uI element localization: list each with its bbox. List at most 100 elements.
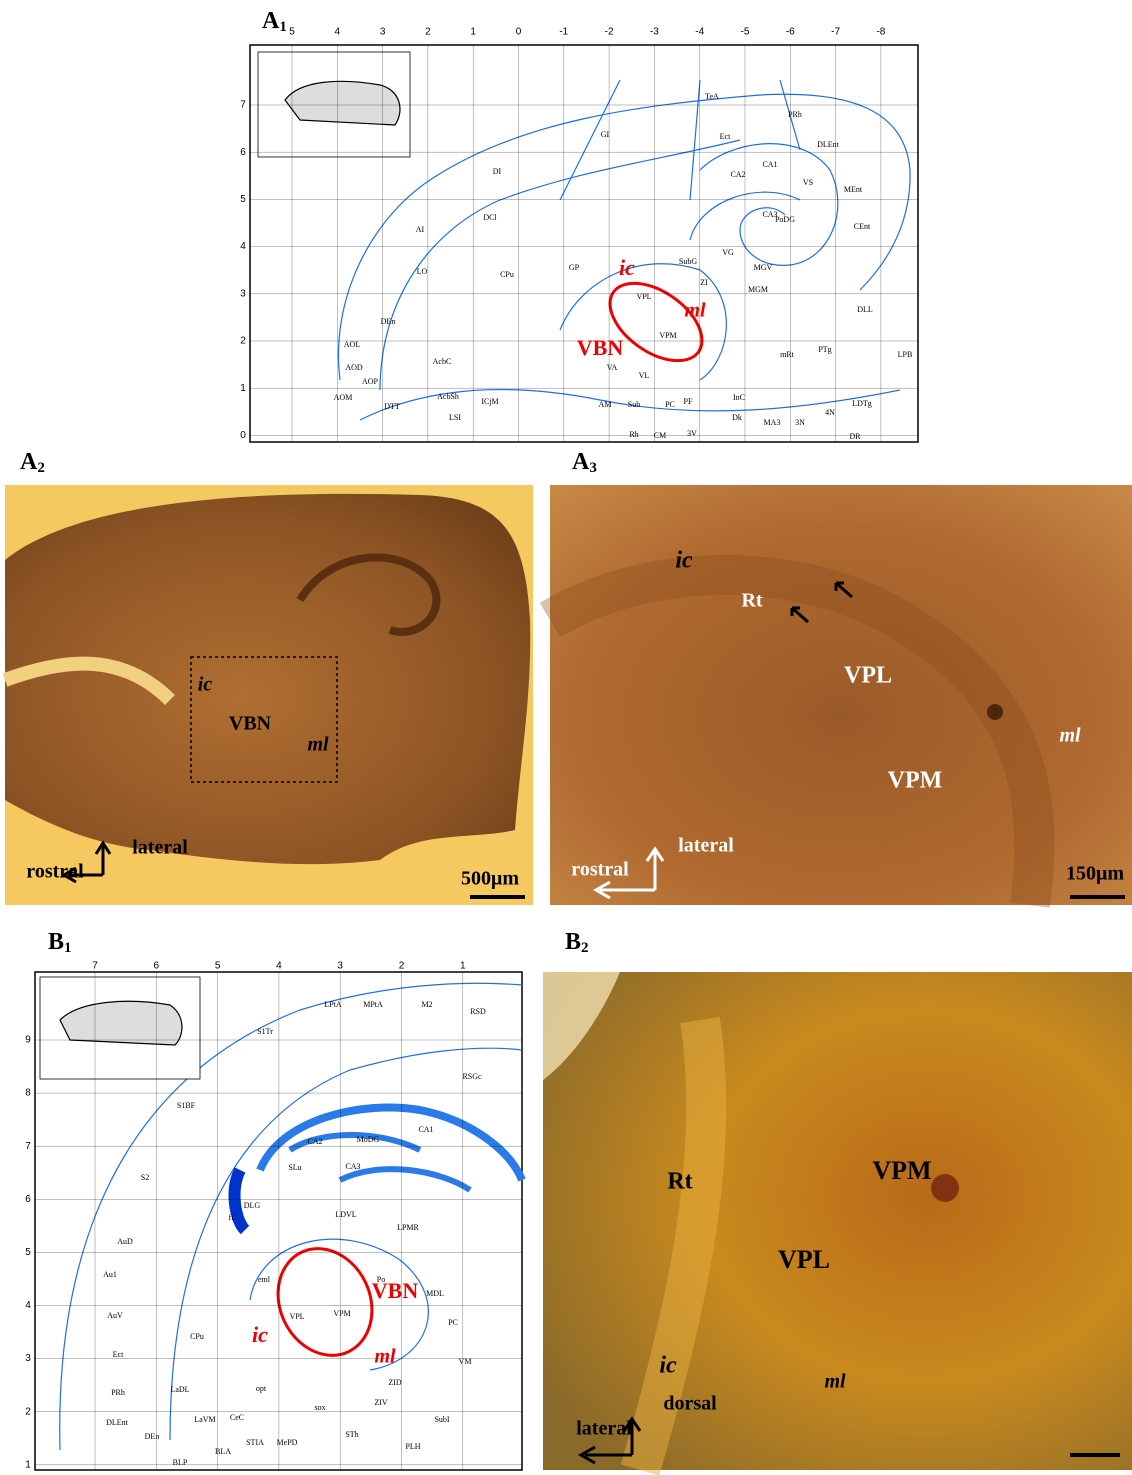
region-label: VL [639, 371, 650, 380]
region-label: LSI [449, 413, 461, 422]
region-label: PC [448, 1318, 458, 1327]
region-label: DEn [145, 1432, 160, 1441]
region-label: VPL [636, 292, 651, 301]
region-label: RSD [470, 1007, 486, 1016]
left-axis-label: 6 [240, 147, 246, 158]
region-label: VPM [659, 331, 676, 340]
annotation: 500μm [461, 868, 519, 890]
region-label: LaVM [194, 1415, 215, 1424]
region-label: DCl [483, 213, 497, 222]
panel-label: A1 [262, 8, 287, 36]
top-axis-label: 3 [337, 961, 343, 972]
region-label: TeA [705, 92, 719, 101]
region-label: BLP [173, 1458, 188, 1467]
region-label: ZIV [374, 1398, 388, 1407]
panel-letter: B [48, 929, 64, 955]
top-axis-label: 5 [215, 961, 221, 972]
region-label: AOL [344, 340, 361, 349]
annotation: lateral [132, 837, 188, 859]
region-label: SubG [679, 257, 697, 266]
panel-label: A3 [572, 449, 597, 477]
region-label: LO [417, 267, 428, 276]
left-axis-label: 3 [25, 1353, 31, 1364]
annotation: dorsal [663, 1393, 717, 1415]
region-label: DR [849, 432, 861, 441]
region-label: PF [684, 397, 693, 406]
annotation: ic [198, 674, 213, 696]
panel-subscript: 1 [279, 19, 287, 35]
region-label: STh [345, 1430, 358, 1439]
figure: A1A2A3B1B2543210-1-2-3-4-5-6-7-876543210… [0, 0, 1132, 1475]
left-axis-label: 8 [25, 1088, 31, 1099]
photo-b2 [543, 972, 1132, 1470]
region-label: PRh [788, 110, 802, 119]
region-label: sox [314, 1403, 325, 1412]
annotation: ml [1059, 725, 1081, 747]
annotation: VPM [872, 1156, 931, 1185]
region-label: STIA [246, 1438, 264, 1447]
annotation: VPL [778, 1245, 830, 1274]
top-axis-label: -6 [786, 27, 795, 38]
annotation: ic [659, 1353, 677, 1379]
region-label: LPMR [397, 1223, 419, 1232]
region-label: opt [256, 1384, 267, 1393]
region-label: MEnt [844, 185, 863, 194]
region-label: Ect [720, 132, 731, 141]
left-axis-label: 2 [25, 1406, 31, 1417]
top-axis-label: -3 [650, 27, 659, 38]
region-label: 3V [687, 429, 697, 438]
region-label: InC [733, 393, 745, 402]
top-axis-label: 1 [460, 961, 466, 972]
left-axis-label: 9 [25, 1035, 31, 1046]
region-label: fi [229, 1213, 235, 1222]
annotation: VPM [888, 768, 943, 794]
annotation: VBN [372, 1278, 419, 1303]
region-label: DLL [857, 305, 873, 314]
region-label: SLu [288, 1163, 301, 1172]
annotation: ml [374, 1346, 396, 1368]
region-label: LDVL [335, 1210, 356, 1219]
region-label: Au1 [103, 1270, 117, 1279]
region-label: ZI [700, 278, 708, 287]
region-label: VM [459, 1357, 472, 1366]
region-label: ZID [388, 1378, 402, 1387]
region-label: ICjM [481, 397, 498, 406]
region-label: DI [493, 167, 502, 176]
region-label: AOP [362, 377, 379, 386]
region-label: AcbSh [437, 392, 459, 401]
panel-subscript: 2 [581, 940, 589, 956]
region-label: MePD [277, 1438, 298, 1447]
top-axis-label: 2 [425, 27, 431, 38]
region-label: PRh [111, 1388, 125, 1397]
annotation: VPL [844, 663, 892, 689]
region-label: 4N [825, 408, 835, 417]
region-label: MGV [754, 263, 773, 272]
left-axis-label: 5 [240, 194, 246, 205]
region-label: LaDL [170, 1385, 189, 1394]
annotation: ml [824, 1371, 846, 1393]
atlas-b1 [35, 972, 522, 1470]
region-label: GP [569, 263, 580, 272]
panel-subscript: 1 [64, 940, 72, 956]
annotation: VBN [229, 713, 272, 735]
region-label: Rh [629, 430, 638, 439]
annotation: Rt [667, 1169, 692, 1195]
top-axis-label: -8 [876, 27, 885, 38]
region-label: mRt [780, 350, 795, 359]
region-label: CA1 [418, 1125, 433, 1134]
top-axis-label: 7 [92, 961, 98, 972]
top-axis-label: 4 [335, 27, 341, 38]
region-label: DTT [384, 402, 400, 411]
region-label: CM [654, 431, 666, 440]
region-label: VG [722, 248, 734, 257]
top-axis-label: 5 [289, 27, 295, 38]
region-label: AuV [107, 1311, 123, 1320]
region-label: DEn [381, 317, 396, 326]
region-label: DLG [244, 1201, 261, 1210]
top-axis-label: 0 [516, 27, 522, 38]
annotation: VBN [577, 335, 624, 360]
top-axis-label: 3 [380, 27, 386, 38]
region-label: PTg [818, 345, 831, 354]
panel-subscript: 2 [37, 460, 45, 476]
left-axis-label: 4 [240, 241, 246, 252]
